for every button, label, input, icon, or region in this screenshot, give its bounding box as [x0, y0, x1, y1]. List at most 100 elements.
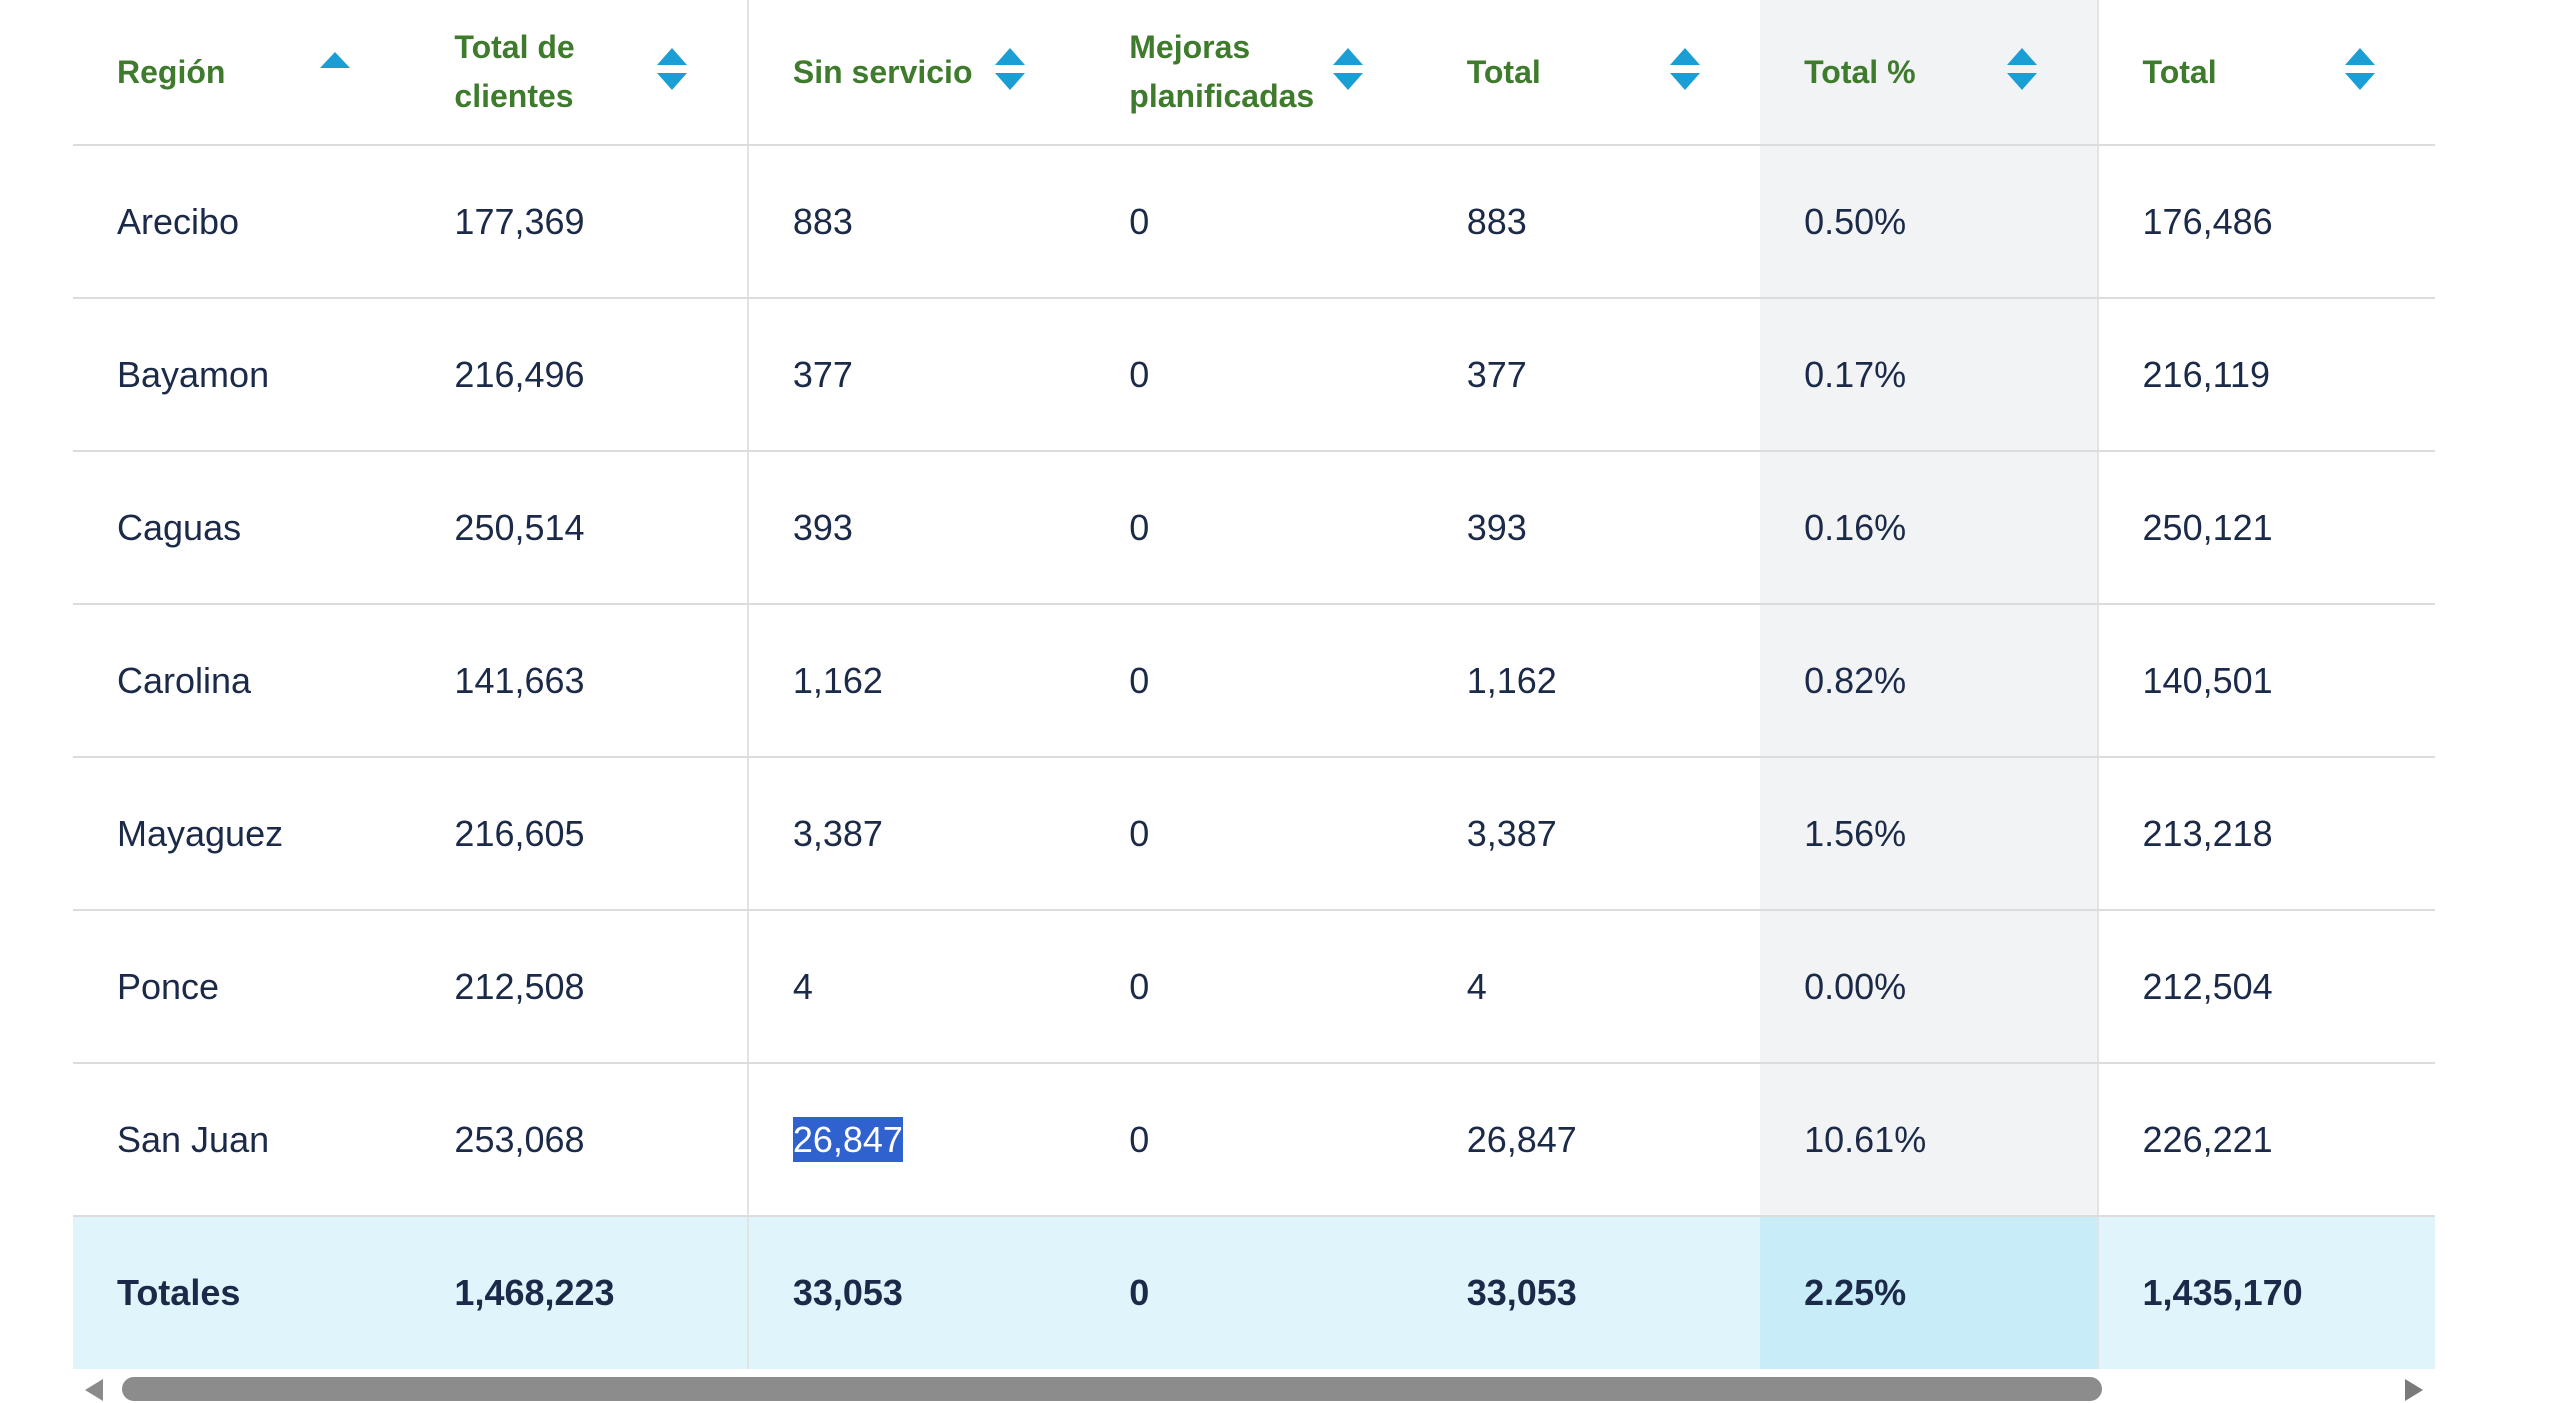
table-body: Arecibo 177,369 883 0 883 0.50% 176,486 Bayamon…	[73, 145, 2435, 1369]
table-cell: 377	[746, 298, 1086, 452]
cell-value: 0.50%	[1804, 200, 1907, 242]
cell-value: 216,496	[454, 353, 585, 395]
table-cell: 1,162	[1422, 604, 1761, 758]
cell-value: 0	[1129, 506, 1150, 548]
column-header-2[interactable]: Sin servicio	[746, 0, 1086, 146]
table-cell: Carolina	[73, 604, 411, 758]
table-cell: Arecibo	[73, 145, 411, 299]
column-header-label: Mejoras planificadas	[1129, 29, 1315, 114]
horizontal-scrollbar[interactable]	[73, 1376, 2435, 1403]
totals-cell: Totales	[73, 1216, 411, 1369]
cell-value: 0	[1129, 1118, 1150, 1160]
table-cell: 212,508	[410, 910, 748, 1064]
table-cell: 1,162	[746, 604, 1086, 758]
totals-cell: 33,053	[746, 1216, 1086, 1369]
cell-value: Caguas	[117, 506, 242, 548]
cell-value: 1,162	[792, 659, 883, 701]
totals-value: 1,468,223	[454, 1272, 615, 1313]
table-cell: 0	[1085, 1063, 1423, 1217]
column-header-label: Total de clientes	[454, 29, 575, 114]
totals-value: 0	[1129, 1272, 1150, 1313]
table-cell: 0	[1085, 910, 1423, 1064]
table-cell: 883	[1422, 145, 1761, 299]
column-header-4[interactable]: Total	[1422, 0, 1761, 146]
sort-toggle-icon[interactable]	[655, 46, 689, 92]
table-cell: 212,504	[2096, 910, 2435, 1064]
column-header-3[interactable]: Mejoras planificadas	[1085, 0, 1423, 146]
column-header-label: Total %	[1804, 53, 1916, 90]
table-cell: 141,663	[410, 604, 748, 758]
sort-toggle-icon[interactable]	[2005, 46, 2039, 92]
table-cell: 0	[1085, 145, 1423, 299]
table-row: Carolina 141,663 1,162 0 1,162 0.82% 140,501	[73, 604, 2435, 758]
table-row: Bayamon 216,496 377 0 377 0.17% 216,119	[73, 298, 2435, 452]
table-cell: 253,068	[410, 1063, 748, 1217]
header-row: Región Total de clientes Sin servicio Mejor…	[73, 0, 2435, 146]
scroll-right-arrow-icon[interactable]	[2405, 1379, 2423, 1401]
column-header-0[interactable]: Región	[73, 0, 411, 146]
cell-value: 883	[1466, 200, 1527, 242]
table-cell: 4	[1422, 910, 1761, 1064]
column-header-label: Total	[2142, 53, 2217, 90]
table-cell: 0.50%	[1760, 145, 2098, 299]
cell-value: 0.82%	[1804, 659, 1907, 701]
sort-toggle-icon[interactable]	[1331, 46, 1365, 92]
totals-value: 1,435,170	[2142, 1272, 2303, 1313]
column-header-label: Región	[117, 53, 226, 90]
column-header-6[interactable]: Total	[2096, 0, 2435, 146]
column-header-1[interactable]: Total de clientes	[410, 0, 748, 146]
scroll-left-arrow-icon[interactable]	[85, 1379, 103, 1401]
table-row: Mayaguez 216,605 3,387 0 3,387 1.56% 213,218	[73, 757, 2435, 911]
table-cell: Bayamon	[73, 298, 411, 452]
sort-toggle-icon[interactable]	[2343, 46, 2377, 92]
cell-value: Arecibo	[117, 200, 240, 242]
table-cell: 393	[746, 451, 1086, 605]
sort-toggle-icon[interactable]	[1668, 46, 1702, 92]
totals-row: Totales 1,468,223 33,053 0 33,053 2.25% 1,435,…	[73, 1216, 2435, 1369]
cell-value: 0	[1129, 659, 1150, 701]
cell-value: 377	[792, 353, 853, 395]
cell-value: Ponce	[117, 965, 220, 1007]
totals-value: 33,053	[792, 1272, 903, 1313]
cell-value: 26,847	[1466, 1118, 1577, 1160]
totals-value: 33,053	[1466, 1272, 1577, 1313]
cell-value: 4	[1466, 965, 1487, 1007]
column-header-5[interactable]: Total %	[1760, 0, 2098, 146]
totals-cell: 0	[1085, 1216, 1423, 1369]
cell-value: 377	[1466, 353, 1527, 395]
table-cell: 0.00%	[1760, 910, 2098, 1064]
cell-value: 1.56%	[1804, 812, 1907, 854]
cell-value: 3,387	[1466, 812, 1557, 854]
cell-value: 0	[1129, 812, 1150, 854]
totals-cell: 1,435,170	[2096, 1216, 2435, 1369]
totals-value: 2.25%	[1804, 1272, 1907, 1313]
cell-value: 393	[792, 506, 853, 548]
totals-cell: 2.25%	[1760, 1216, 2098, 1369]
selected-text: 26,847	[792, 1116, 903, 1162]
scrollbar-thumb[interactable]	[122, 1377, 2102, 1401]
cell-value: 4	[792, 965, 813, 1007]
table-cell: 377	[1422, 298, 1761, 452]
cell-value: San Juan	[117, 1118, 270, 1160]
table-cell: 0	[1085, 451, 1423, 605]
table-cell: 26,847	[746, 1063, 1086, 1217]
cell-value: 213,218	[2142, 812, 2273, 854]
cell-value: 0.17%	[1804, 353, 1907, 395]
cell-value: 177,369	[454, 200, 585, 242]
cell-value: 250,121	[2142, 506, 2273, 548]
cell-value: 10.61%	[1804, 1118, 1927, 1160]
table-row: Ponce 212,508 4 0 4 0.00% 212,504	[73, 910, 2435, 1064]
sort-toggle-icon[interactable]	[993, 46, 1027, 92]
cell-value: 1,162	[1466, 659, 1557, 701]
cell-value: Mayaguez	[117, 812, 284, 854]
column-header-label: Total	[1466, 53, 1541, 90]
cell-value: 393	[1466, 506, 1527, 548]
table-cell: 0	[1085, 757, 1423, 911]
cell-value: 883	[792, 200, 853, 242]
cell-value: 0.00%	[1804, 965, 1907, 1007]
table-cell: 250,514	[410, 451, 748, 605]
cell-value: 0	[1129, 965, 1150, 1007]
outage-table-container: Región Total de clientes Sin servicio Mejor…	[73, 0, 2435, 1370]
table-row: Arecibo 177,369 883 0 883 0.50% 176,486	[73, 145, 2435, 299]
sort-ascending-icon[interactable]	[318, 48, 352, 72]
